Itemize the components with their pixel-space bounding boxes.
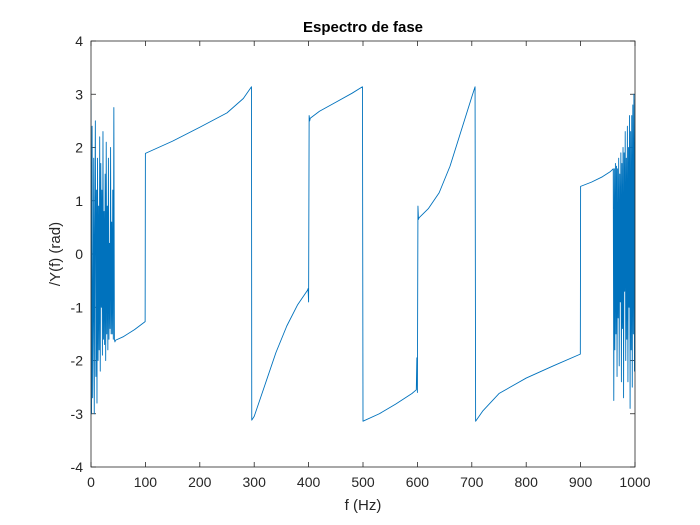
x-tick-label: 700 <box>460 474 484 490</box>
x-tick-label: 200 <box>188 474 212 490</box>
x-tick-label: 800 <box>515 474 539 490</box>
y-tick-label: 0 <box>75 246 83 262</box>
y-axis-ticks: -4 -3 -2 -1 0 1 2 3 4 <box>71 33 635 475</box>
y-tick-label: 4 <box>75 33 83 49</box>
y-tick-label: 2 <box>75 140 83 156</box>
x-tick-label: 400 <box>297 474 321 490</box>
x-tick-label: 900 <box>569 474 593 490</box>
x-axis-label: f (Hz) <box>345 497 382 514</box>
x-tick-label: 0 <box>87 474 95 490</box>
chart-title: Espectro de fase <box>303 19 423 36</box>
y-tick-label: -4 <box>71 459 84 475</box>
plot-border <box>90 40 636 468</box>
y-tick-label: -2 <box>71 353 84 369</box>
x-tick-label: 600 <box>406 474 430 490</box>
axes: 0 100 200 300 400 500 600 700 800 900 1000 -4-3-2-… <box>71 33 651 490</box>
x-tick-label: 1000 <box>619 474 650 490</box>
x-axis-ticks: 0 100 200 300 400 500 600 700 800 900 1000 <box>87 41 651 490</box>
y-tick-label: 1 <box>75 193 83 209</box>
x-tick-label: 300 <box>243 474 267 490</box>
x-tick-label: 500 <box>351 474 375 490</box>
y-tick-label: -1 <box>71 299 84 315</box>
x-tick-label: 100 <box>134 474 158 490</box>
y-axis-label: /Y(f) (rad) <box>47 222 64 286</box>
y-tick-label: 3 <box>75 86 83 102</box>
phase-series-line <box>91 86 635 422</box>
y-tick-label: -3 <box>71 406 84 422</box>
